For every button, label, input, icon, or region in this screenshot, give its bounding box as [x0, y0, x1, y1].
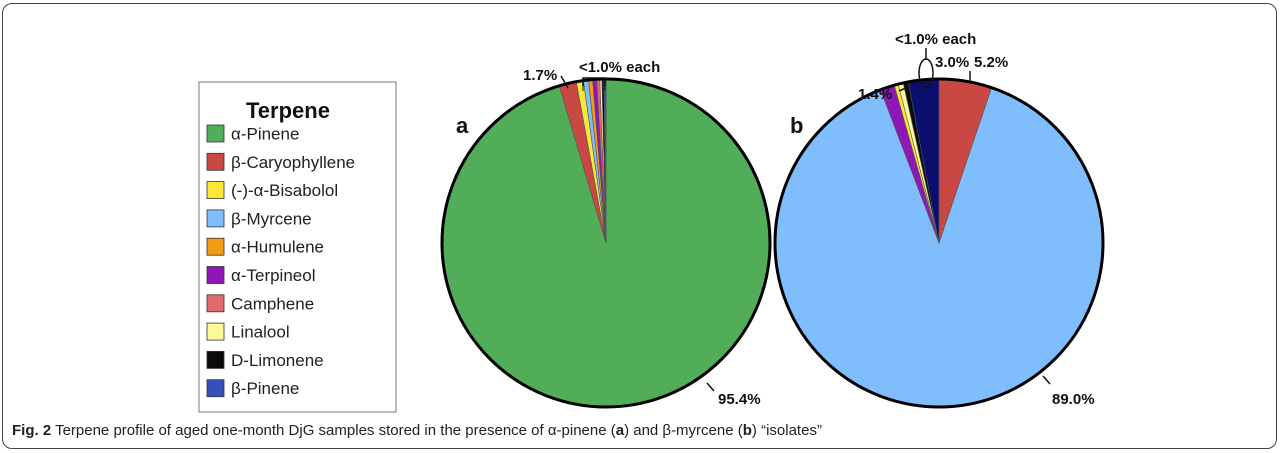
leader-line-a-95-4: [706, 382, 715, 392]
legend-swatch-7: [206, 322, 225, 341]
legend-label-2: (-)-α-Bisabolol: [231, 181, 338, 200]
caption-mid: ) and β-myrcene (: [624, 422, 743, 439]
legend-swatch-1: [206, 152, 225, 171]
label-a-95-4: 95.4%: [718, 391, 761, 408]
legend-swatch-6: [206, 294, 225, 313]
legend-box: [198, 81, 397, 413]
pie-chart-a: [440, 77, 772, 409]
label-b-3-0: 3.0%: [935, 54, 969, 71]
legend-label-4: α-Humulene: [231, 238, 324, 257]
bracket-a-small: [582, 77, 606, 86]
legend-label-8: D-Limonene: [231, 351, 324, 370]
caption-a: a: [615, 422, 625, 439]
annotations-b: <1.0% each 1.4% 3.0% 5.2% 89.0%: [858, 31, 1095, 408]
figure-frame: [2, 3, 1277, 449]
legend-swatch-5: [206, 266, 225, 284]
pie-b-outline: [773, 77, 1105, 409]
legend-swatch-9: [206, 379, 225, 398]
leader-line-b-1-4: [898, 87, 907, 92]
caption-text: Terpene profile of aged one-month DjG sa…: [51, 422, 616, 439]
legend-swatch-2: [206, 181, 225, 200]
label-a-small: <1.0% each: [579, 59, 660, 76]
annotations-a: 1.7% <1.0% each 95.4%: [523, 59, 761, 408]
pie-a-outline: [440, 77, 772, 409]
legend: Terpene α-Pinene β-Caryophyllene (-)-α-Bis…: [198, 81, 397, 413]
label-b-1-4: 1.4%: [858, 86, 892, 103]
leader-line-b-89-0: [1042, 375, 1051, 385]
legend-label-0: α-Pinene: [231, 125, 299, 144]
legend-swatch-8: [206, 350, 225, 369]
legend-label-3: β-Myrcene: [231, 209, 312, 228]
legend-swatch-0: [206, 124, 225, 143]
legend-title: Terpene: [246, 98, 330, 123]
caption-end: ) “isolates”: [751, 422, 822, 439]
pie-chart-b: [773, 77, 1105, 409]
legend-items: α-Pinene β-Caryophyllene (-)-α-Bisabolol β-…: [206, 124, 355, 398]
leader-line-a-1-7: [560, 75, 569, 89]
caption-prefix: Fig. 2: [12, 422, 52, 439]
label-b-5-2: 5.2%: [974, 54, 1008, 71]
panel-letter-a: a: [456, 113, 469, 138]
panel-letter-b: b: [790, 113, 803, 138]
legend-label-7: Linalool: [231, 323, 290, 342]
legend-label-5: α-Terpineol: [231, 266, 315, 285]
legend-swatch-4: [206, 237, 225, 256]
bracket-a-ticks: [582, 83, 606, 91]
legend-label-6: Camphene: [231, 294, 314, 313]
label-a-1-7: 1.7%: [523, 67, 557, 84]
label-b-small: <1.0% each: [895, 31, 976, 48]
legend-swatch-3: [206, 209, 225, 228]
caption-b: b: [742, 422, 752, 439]
legend-label-1: β-Caryophyllene: [231, 153, 355, 172]
legend-label-9: β-Pinene: [231, 379, 299, 398]
label-b-89-0: 89.0%: [1052, 391, 1095, 408]
figure-caption: Fig. 2 Terpene profile of aged one-month…: [12, 422, 822, 439]
